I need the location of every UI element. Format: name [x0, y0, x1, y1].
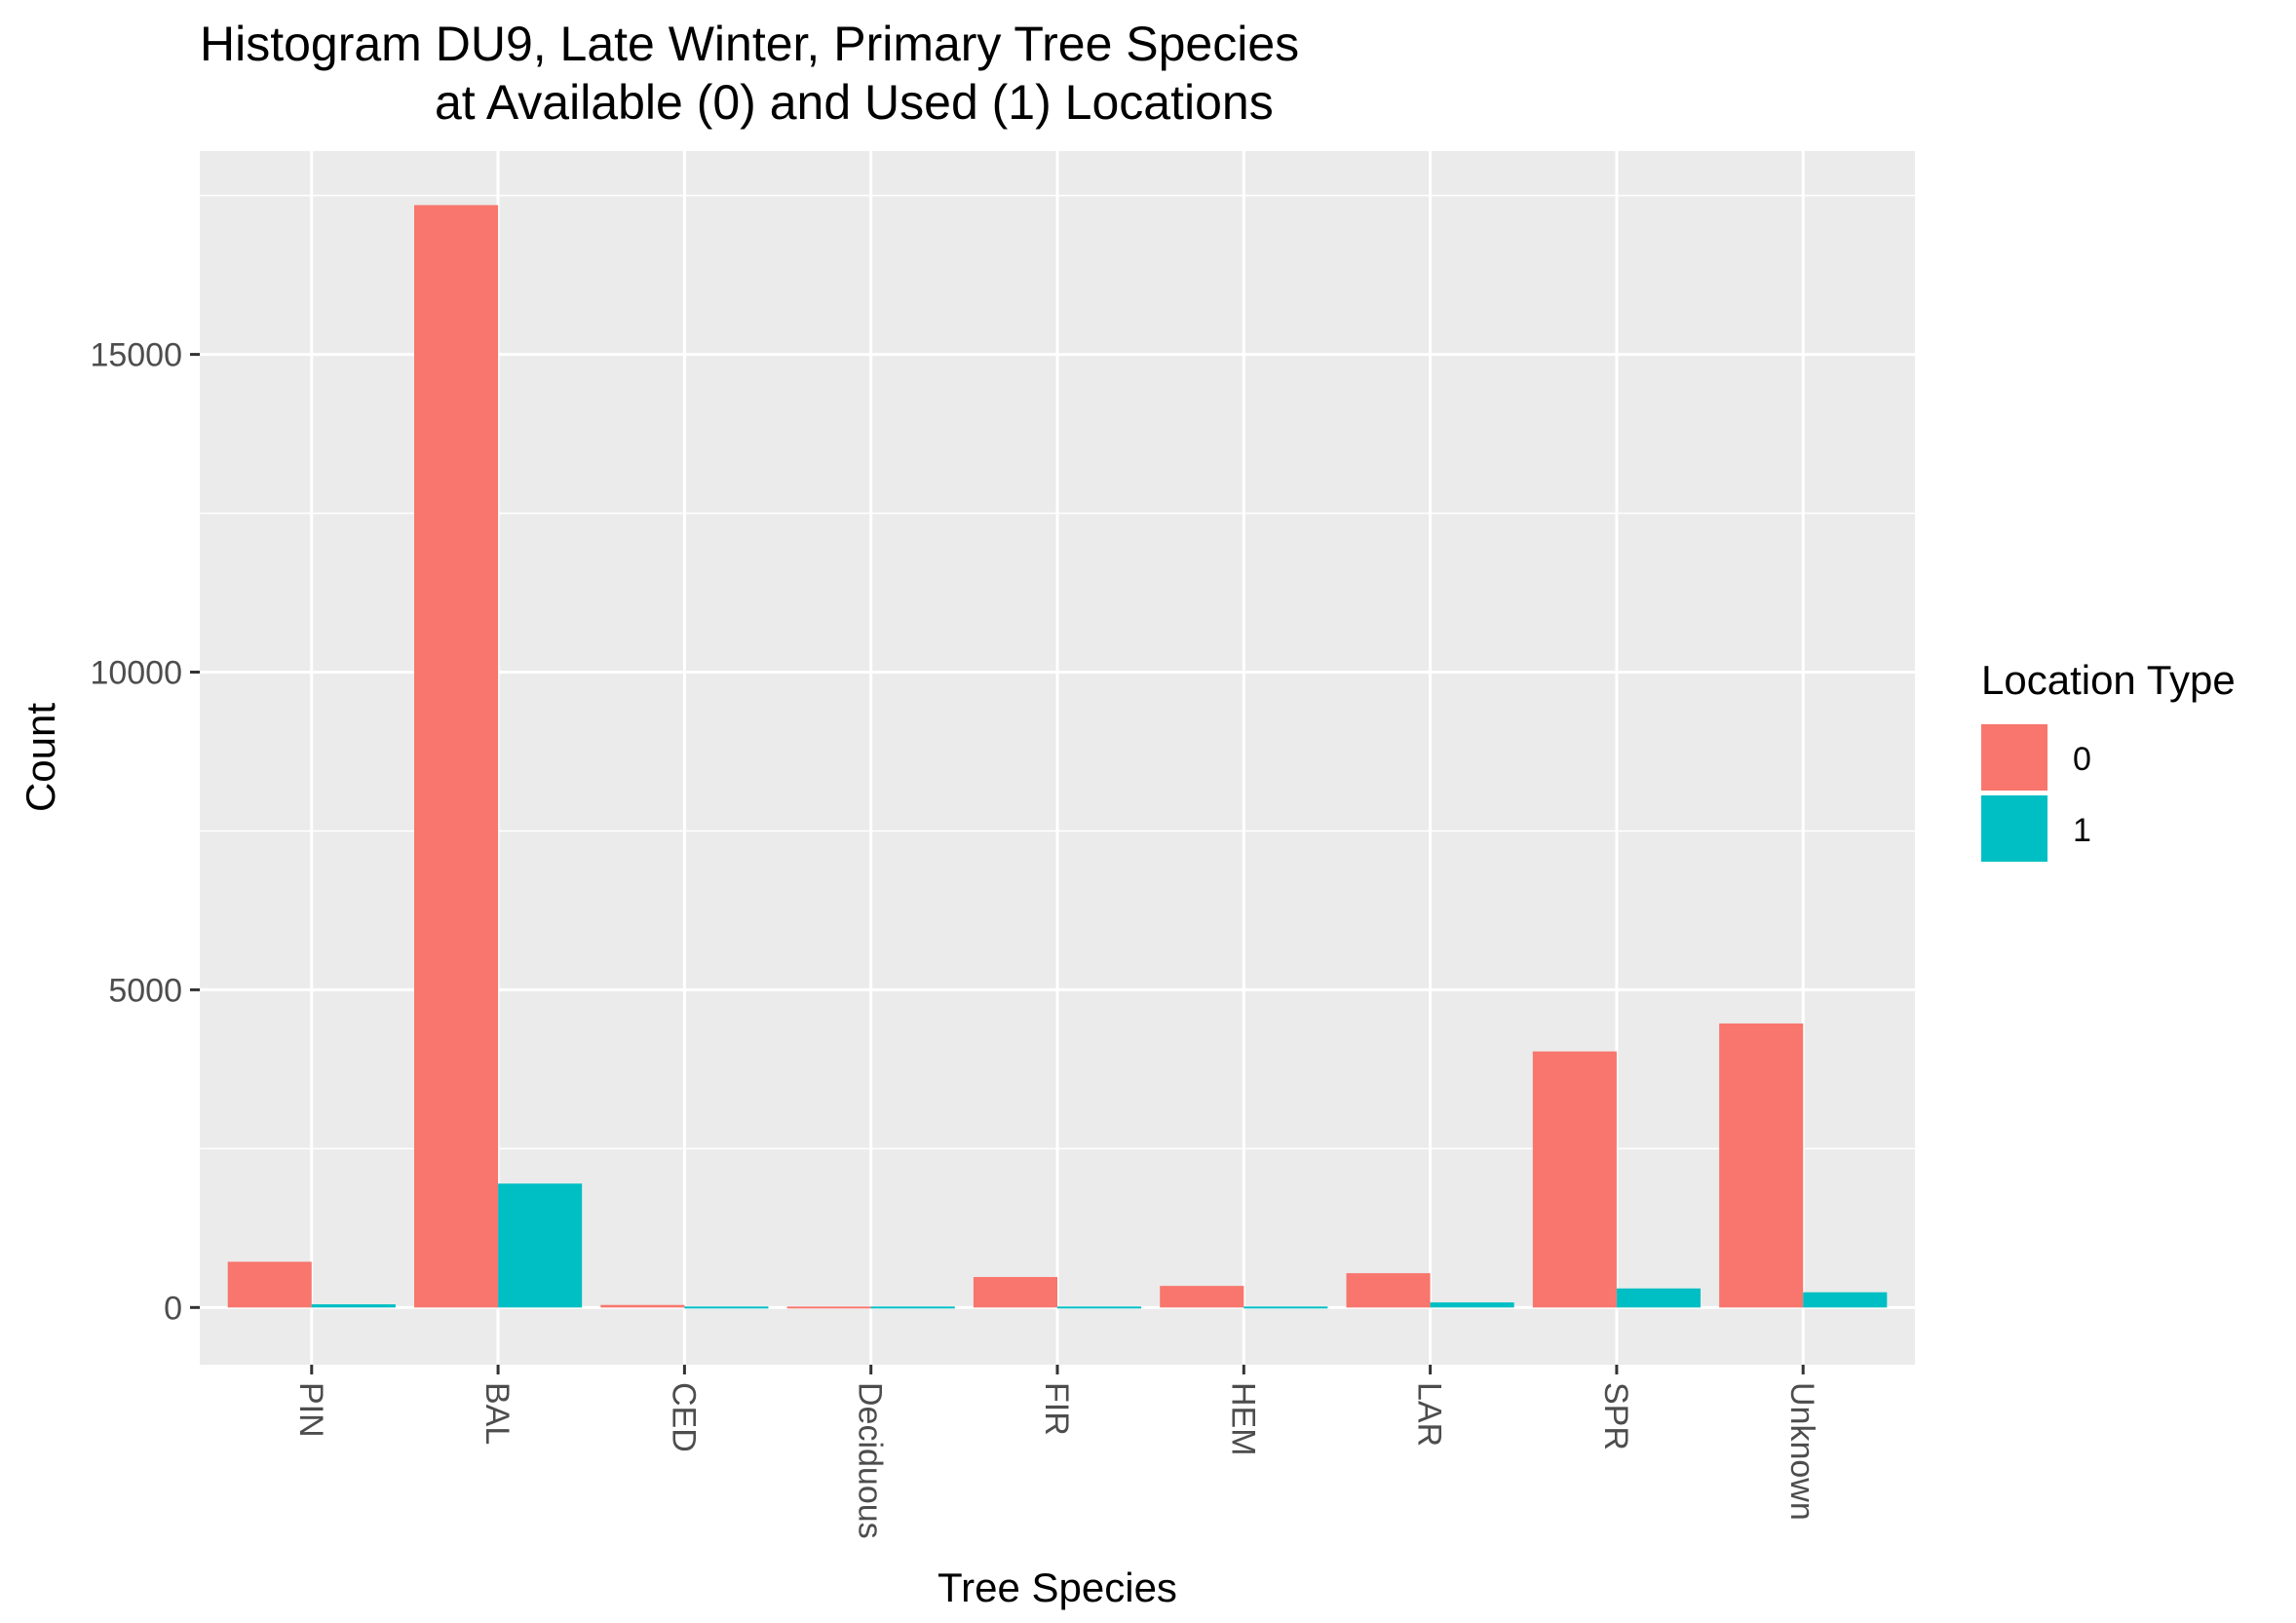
- bar-lar-series-1: [1430, 1302, 1514, 1308]
- bar-bal-series-1: [498, 1183, 583, 1308]
- legend-title: Location Type: [1981, 657, 2236, 703]
- x-axis-ticks: PIN BAL CED Deciduous FIR HEM LAR SPR Unknown: [292, 1365, 1820, 1539]
- legend-key-0: [1981, 724, 2047, 791]
- bar-spr-series-0: [1532, 1051, 1617, 1308]
- bar-fir-series-1: [1057, 1306, 1142, 1309]
- bar-hem-series-0: [1160, 1286, 1244, 1308]
- bar-pin-series-0: [227, 1261, 312, 1308]
- x-tick-label-7: SPR: [1597, 1382, 1634, 1450]
- chart-title-line-2: at Available (0) and Used (1) Locations: [435, 75, 1274, 130]
- bar-pin-series-1: [311, 1304, 396, 1308]
- legend-label-1: 1: [2073, 812, 2091, 849]
- x-tick-label-1: BAL: [478, 1382, 516, 1445]
- legend-key-1: [1981, 795, 2047, 862]
- bar-lar-series-0: [1346, 1273, 1431, 1308]
- x-tick-label-8: Unknown: [1783, 1382, 1820, 1521]
- x-tick-label-3: Deciduous: [852, 1382, 889, 1539]
- x-tick-label-6: LAR: [1411, 1382, 1448, 1447]
- bar-ced-series-1: [684, 1306, 769, 1309]
- x-tick-label-0: PIN: [292, 1382, 329, 1438]
- y-tick-label-0: 0: [164, 1290, 182, 1327]
- bar-deciduous-series-0: [786, 1306, 871, 1309]
- legend: Location Type 0 1: [1981, 657, 2236, 862]
- bar-unknown-series-1: [1803, 1292, 1888, 1308]
- x-axis-title: Tree Species: [938, 1565, 1177, 1610]
- bars: [227, 205, 1888, 1309]
- bar-fir-series-0: [973, 1277, 1057, 1308]
- y-tick-label-2: 10000: [90, 655, 182, 692]
- x-tick-label-4: FIR: [1038, 1382, 1075, 1436]
- legend-label-0: 0: [2073, 741, 2091, 778]
- chart-title-line-1: Histogram DU9, Late Winter, Primary Tree…: [200, 17, 1299, 71]
- y-tick-label-3: 15000: [90, 337, 182, 374]
- y-tick-label-1: 5000: [108, 972, 182, 1009]
- bar-bal-series-0: [414, 205, 499, 1308]
- bar-spr-series-1: [1616, 1288, 1701, 1308]
- bar-unknown-series-0: [1719, 1023, 1804, 1308]
- bar-deciduous-series-1: [870, 1306, 955, 1309]
- x-tick-label-5: HEM: [1224, 1382, 1261, 1456]
- y-axis-ticks: 0 5000 10000 15000: [90, 337, 200, 1327]
- bar-ced-series-0: [600, 1304, 685, 1308]
- bar-hem-series-1: [1244, 1306, 1328, 1309]
- x-tick-label-2: CED: [665, 1382, 702, 1452]
- y-axis-title: Count: [18, 703, 63, 812]
